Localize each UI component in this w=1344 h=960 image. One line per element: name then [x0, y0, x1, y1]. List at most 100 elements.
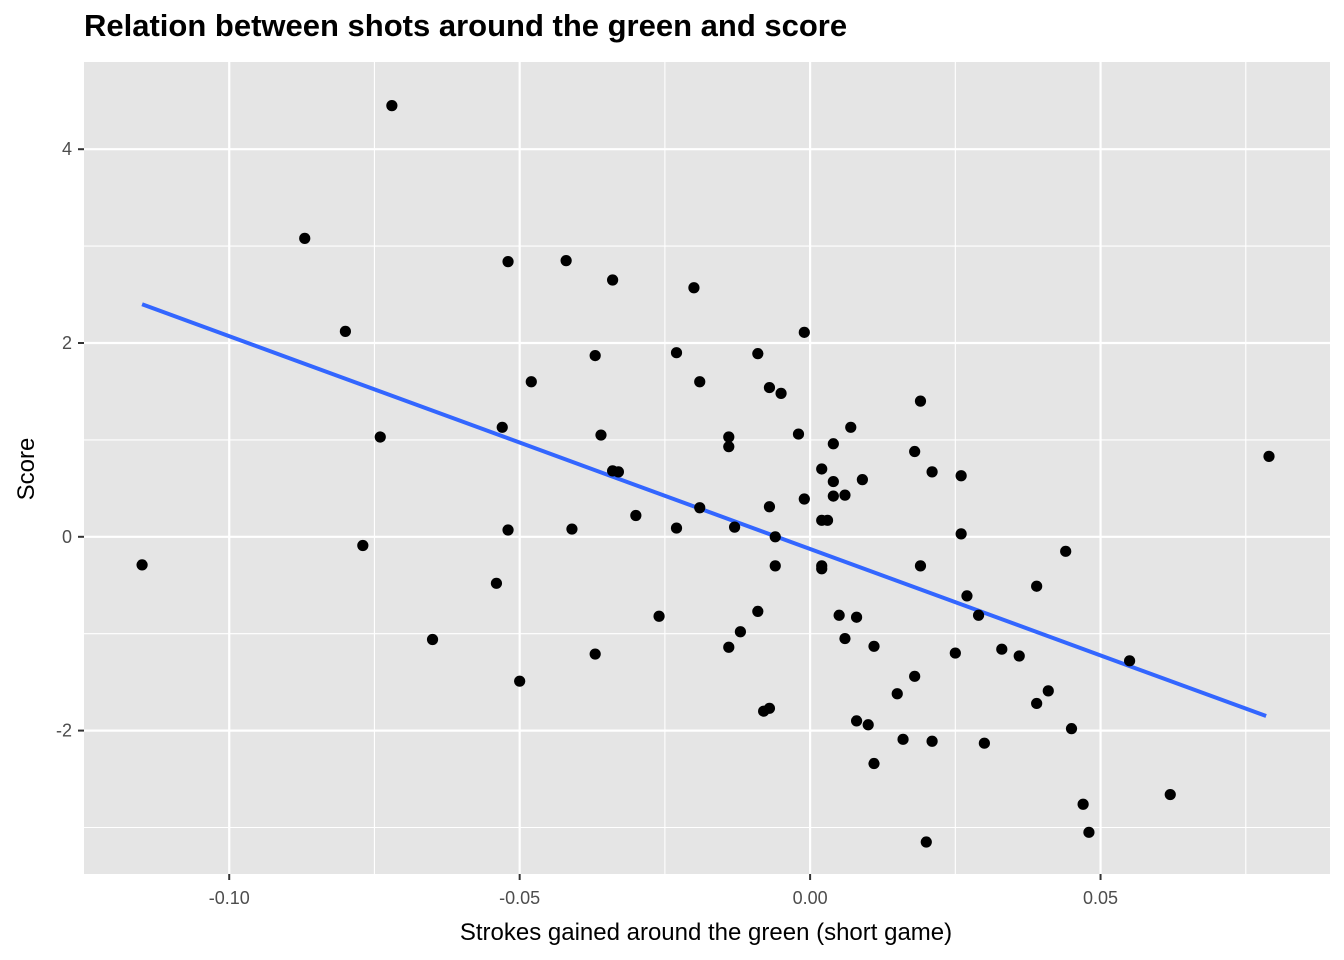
y-tick-label: 4: [62, 139, 72, 159]
data-point: [1031, 580, 1043, 592]
data-point: [630, 509, 642, 522]
data-point: [897, 733, 909, 745]
data-point: [996, 643, 1008, 655]
data-point: [926, 735, 938, 747]
data-point: [595, 429, 607, 441]
data-point: [955, 528, 967, 540]
data-point: [386, 100, 398, 112]
y-tick-label: 0: [62, 527, 72, 547]
data-point: [775, 387, 787, 399]
data-point: [763, 702, 776, 714]
data-point: [827, 490, 839, 502]
x-axis-title: Strokes gained around the green (short g…: [460, 919, 952, 946]
chart-title: Relation between shots around the green …: [84, 8, 848, 43]
data-point: [502, 524, 514, 536]
data-point: [357, 539, 369, 552]
data-point: [920, 836, 932, 848]
data-points: [136, 100, 1275, 848]
data-point: [299, 232, 311, 244]
data-point: [566, 523, 578, 535]
data-point: [839, 489, 851, 501]
data-point: [525, 376, 537, 388]
data-point: [514, 675, 526, 687]
data-point: [816, 563, 828, 575]
data-point: [1077, 798, 1089, 810]
plot-panel: [84, 62, 1330, 874]
data-point: [1263, 450, 1275, 462]
data-point: [374, 431, 386, 443]
data-point: [909, 445, 921, 458]
x-tick-label: 0.05: [1083, 888, 1118, 908]
data-point: [723, 431, 735, 443]
data-point: [972, 609, 985, 621]
x-tick-label: -0.05: [499, 888, 540, 908]
data-point: [955, 470, 967, 482]
data-point: [763, 501, 776, 513]
x-tick-label: -0.10: [209, 888, 250, 908]
data-point: [490, 577, 503, 589]
axis-ticks: [78, 148, 1102, 880]
data-point: [827, 475, 839, 488]
data-point: [798, 493, 810, 505]
data-point: [670, 522, 683, 534]
data-point: [426, 633, 439, 646]
data-point: [653, 610, 665, 622]
data-point: [136, 559, 148, 571]
data-point: [723, 641, 735, 653]
data-point: [978, 737, 990, 749]
data-point: [612, 466, 625, 478]
data-point: [821, 514, 834, 526]
data-point: [856, 474, 868, 486]
data-point: [688, 282, 700, 294]
minor-gridlines: [84, 62, 1330, 874]
data-point: [496, 421, 508, 433]
data-point: [728, 521, 741, 533]
data-point: [607, 274, 619, 286]
data-point: [589, 349, 601, 362]
data-point: [792, 428, 805, 440]
data-point: [798, 326, 810, 338]
data-point: [1123, 655, 1136, 667]
data-point: [816, 463, 828, 475]
x-tick-labels: -0.10 -0.05 0.00 0.05: [209, 888, 1118, 908]
data-point: [1042, 685, 1054, 697]
data-point: [694, 502, 706, 514]
data-point: [839, 632, 851, 645]
data-point: [1083, 826, 1095, 838]
data-point: [845, 421, 857, 433]
data-point: [1031, 697, 1043, 710]
data-point: [1060, 545, 1072, 557]
data-point: [1013, 650, 1025, 662]
data-point: [589, 648, 601, 660]
data-point: [926, 466, 938, 478]
x-tick-label: 0.00: [793, 888, 828, 908]
data-point: [961, 590, 973, 602]
data-point: [850, 611, 863, 623]
data-point: [914, 560, 927, 572]
data-point: [769, 531, 781, 543]
data-point: [862, 719, 874, 731]
data-point: [891, 688, 903, 700]
data-point: [769, 560, 781, 572]
data-point: [868, 757, 880, 770]
data-point: [1164, 788, 1176, 801]
data-point: [833, 609, 845, 621]
data-point: [723, 441, 735, 453]
data-point: [868, 640, 880, 652]
y-tick-label: -2: [56, 721, 72, 741]
data-point: [909, 670, 921, 682]
data-point: [850, 715, 863, 727]
y-tick-labels: -2 0 2 4: [56, 139, 72, 740]
y-axis-title: Score: [13, 438, 40, 501]
data-point: [339, 325, 351, 337]
data-point: [502, 256, 514, 268]
data-point: [670, 347, 683, 359]
y-tick-label: 2: [62, 333, 72, 353]
data-point: [560, 255, 572, 267]
data-point: [752, 605, 764, 618]
data-point: [827, 438, 839, 450]
data-point: [734, 626, 747, 638]
major-gridlines: [84, 62, 1330, 874]
data-point: [752, 348, 764, 360]
